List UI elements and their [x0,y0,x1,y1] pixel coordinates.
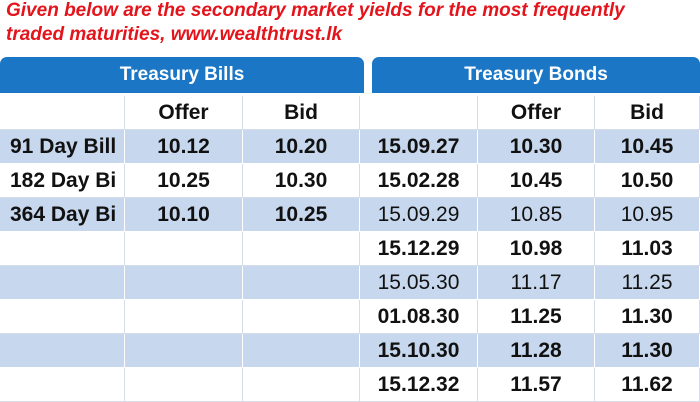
empty-cell [243,266,360,300]
bill-name: 182 Day Bi [0,164,125,198]
empty-cell [0,266,125,300]
offer-yield: 10.12 [125,130,243,164]
intro-line: traded maturities, www.wealthtrust.lk [6,24,343,45]
bond-maturity: 15.10.30 [360,334,478,368]
column-header: Bid [595,96,700,130]
bond-maturity: 15.05.30 [360,266,478,300]
empty-cell [243,334,360,368]
offer-yield: 11.17 [478,266,595,300]
bid-yield: 10.30 [243,164,360,198]
offer-yield: 10.25 [125,164,243,198]
bid-yield: 11.25 [595,266,700,300]
bid-yield: 10.45 [595,130,700,164]
bid-yield: 10.20 [243,130,360,164]
empty-cell [0,96,125,130]
column-header: Offer [125,96,243,130]
group-header: Treasury Bonds [372,57,700,93]
offer-yield: 10.85 [478,198,595,232]
column-header: Bid [243,96,360,130]
group-header: Treasury Bills [0,57,364,93]
empty-cell [125,300,243,334]
offer-yield: 10.45 [478,164,595,198]
empty-cell [125,232,243,266]
bill-name: 364 Day Bi [0,198,125,232]
empty-cell [125,334,243,368]
bond-maturity: 15.02.28 [360,164,478,198]
empty-cell [243,300,360,334]
bid-yield: 11.03 [595,232,700,266]
offer-yield: 11.25 [478,300,595,334]
bond-maturity: 15.09.27 [360,130,478,164]
bid-yield: 10.50 [595,164,700,198]
offer-yield: 11.57 [478,368,595,402]
empty-cell [360,96,478,130]
empty-cell [0,300,125,334]
bid-yield: 11.62 [595,368,700,402]
bond-maturity: 15.12.32 [360,368,478,402]
bill-name: 91 Day Bill [0,130,125,164]
bid-yield: 11.30 [595,334,700,368]
empty-cell [243,232,360,266]
offer-yield: 10.30 [478,130,595,164]
bond-maturity: 15.12.29 [360,232,478,266]
empty-cell [0,334,125,368]
offer-yield: 10.98 [478,232,595,266]
empty-cell [243,368,360,402]
bond-maturity: 01.08.30 [360,300,478,334]
bond-maturity: 15.09.29 [360,198,478,232]
empty-cell [125,266,243,300]
empty-cell [0,368,125,402]
empty-cell [125,368,243,402]
intro-line: Given below are the secondary market yie… [6,0,625,21]
bid-yield: 10.25 [243,198,360,232]
column-header: Offer [478,96,595,130]
empty-cell [0,232,125,266]
bid-yield: 10.95 [595,198,700,232]
offer-yield: 10.10 [125,198,243,232]
bid-yield: 11.30 [595,300,700,334]
offer-yield: 11.28 [478,334,595,368]
